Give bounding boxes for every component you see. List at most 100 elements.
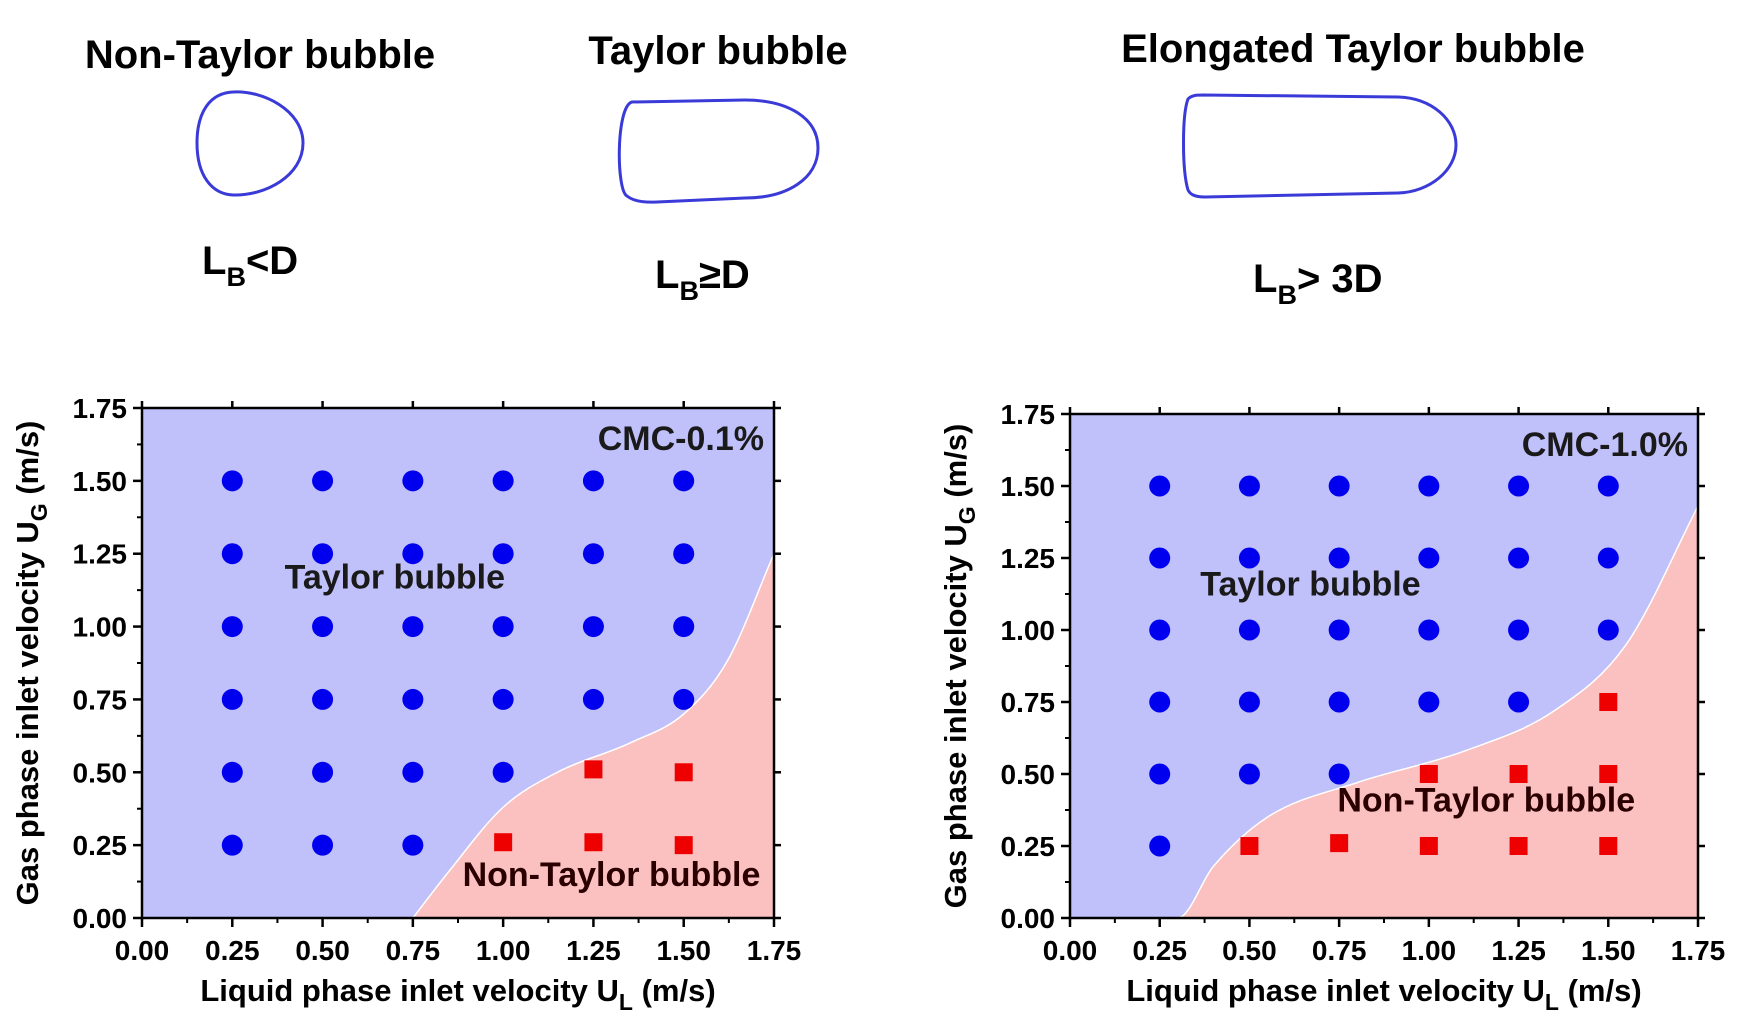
y-tick-label: 0.75: [73, 684, 128, 715]
non-taylor-bubble-point: [584, 760, 603, 779]
bubble-shapes-panel: Non-Taylor bubble Taylor bubble Elongate…: [85, 27, 1585, 310]
taylor-bubble-point: [221, 761, 243, 783]
y-axis-label: Gas phase inlet velocity UG (m/s): [938, 424, 980, 909]
non-taylor-bubble-point: [1419, 765, 1438, 783]
x-axis-label: Liquid phase inlet velocity UL (m/s): [200, 973, 715, 1013]
taylor-bubble-point: [221, 470, 243, 492]
taylor-bubble-point: [1418, 547, 1440, 569]
chart-annotation: CMC-1.0%: [1522, 426, 1688, 464]
x-tick-label: 0.50: [1222, 935, 1277, 966]
y-tick-label: 1.25: [73, 539, 128, 570]
non-taylor-bubble-point: [1599, 837, 1618, 855]
bubble-condition-non-taylor: LB<D: [202, 239, 298, 292]
x-tick-label: 0.00: [115, 935, 170, 966]
markers-layer: [221, 470, 695, 856]
taylor-bubble-point: [1418, 691, 1440, 713]
taylor-bubble-point: [673, 688, 695, 710]
taylor-bubble-point: [1597, 547, 1619, 569]
y-tick-label: 0.75: [1001, 687, 1056, 718]
taylor-bubble-point: [1238, 475, 1260, 497]
taylor-bubble-point: [402, 761, 424, 783]
x-tick-label: 1.75: [747, 935, 802, 966]
taylor-bubble-point: [312, 470, 334, 492]
chart-annotation: CMC-0.1%: [598, 420, 764, 458]
x-tick-label: 1.25: [566, 935, 621, 966]
bubble-condition-elongated: LB> 3D: [1253, 257, 1383, 310]
taylor-bubble-point: [221, 616, 243, 638]
non-taylor-bubble-point: [1599, 693, 1618, 711]
taylor-bubble-point: [582, 616, 604, 638]
x-axis-label: Liquid phase inlet velocity UL (m/s): [1126, 973, 1641, 1013]
taylor-bubble-point: [1328, 475, 1350, 497]
x-tick-label: 1.00: [1402, 935, 1457, 966]
y-tick-label: 1.75: [73, 393, 128, 424]
non-taylor-bubble-point: [1509, 765, 1528, 783]
taylor-bubble-point: [1149, 619, 1171, 641]
taylor-bubble-point: [1238, 619, 1260, 641]
regime-boundary-line: [412, 553, 775, 919]
y-tick-label: 0.50: [1001, 759, 1056, 790]
x-tick-label: 1.50: [1581, 935, 1636, 966]
taylor-bubble-point: [1508, 619, 1530, 641]
taylor-bubble-point: [582, 688, 604, 710]
non-taylor-bubble-point: [1419, 837, 1438, 855]
taylor-bubble-point: [673, 616, 695, 638]
taylor-bubble-point: [312, 761, 334, 783]
bubble-title-elongated: Elongated Taylor bubble: [1121, 27, 1585, 71]
taylor-bubble-point: [1328, 547, 1350, 569]
taylor-bubble-point: [1418, 619, 1440, 641]
axes-layer: 0.000.00 0.25 0.25 0.50 0.50 0.75 0.75 1.00 1.00…: [1001, 399, 1726, 966]
non-taylor-bubble-point: [494, 833, 513, 852]
taylor-bubble-point: [492, 543, 514, 565]
taylor-bubble-point: [312, 688, 334, 710]
taylor-bubble-point: [673, 543, 695, 565]
taylor-bubble-point: [1597, 619, 1619, 641]
x-tick-label: 0.50: [295, 935, 350, 966]
x-tick-label: 1.25: [1491, 935, 1546, 966]
taylor-bubble-point: [1328, 619, 1350, 641]
bubble-title-non-taylor: Non-Taylor bubble: [85, 33, 435, 77]
region-label-taylor: Taylor bubble: [285, 559, 505, 597]
taylor-bubble-point: [402, 470, 424, 492]
y-tick-label: 1.25: [1001, 543, 1056, 574]
taylor-bubble-point: [1149, 691, 1171, 713]
y-tick-label: 1.00: [73, 612, 128, 643]
taylor-bubble-point: [1149, 763, 1171, 785]
taylor-bubble-point: [402, 688, 424, 710]
y-tick-label: 1.50: [1001, 471, 1056, 502]
x-tick-label: 1.50: [656, 935, 711, 966]
taylor-bubble-point: [582, 543, 604, 565]
taylor-bubble-outline: [617, 98, 820, 204]
regions-layer: [1070, 414, 1699, 919]
bubble-condition-taylor: LB≥D: [655, 253, 750, 306]
flow-map-chart-cmc-1-0: 0.000.00 0.25 0.25 0.50 0.50 0.75 0.75 1.00 1.00…: [938, 399, 1726, 1015]
taylor-bubble-point: [582, 470, 604, 492]
taylor-bubble-point: [312, 834, 334, 856]
taylor-bubble-point: [221, 834, 243, 856]
taylor-bubble-point: [402, 543, 424, 565]
taylor-bubble-point: [492, 616, 514, 638]
taylor-bubble-point: [1508, 691, 1530, 713]
non-taylor-bubble-outline: [195, 90, 305, 197]
non-taylor-bubble-point: [674, 763, 693, 782]
non-taylor-bubble-point: [1240, 837, 1259, 855]
taylor-bubble-point: [1508, 475, 1530, 497]
taylor-bubble-point: [1238, 547, 1260, 569]
non-taylor-region: [1070, 506, 1698, 918]
y-tick-label: 1.75: [1001, 399, 1056, 430]
non-taylor-bubble-point: [584, 833, 603, 852]
taylor-bubble-point: [1149, 475, 1171, 497]
taylor-bubble-point: [402, 834, 424, 856]
y-tick-label: 0.00: [73, 903, 128, 934]
regions-layer: [142, 408, 775, 919]
y-tick-label: 0.50: [73, 757, 128, 788]
y-axis-label: Gas phase inlet velocity UG (m/s): [10, 421, 52, 906]
bubble-title-taylor: Taylor bubble: [588, 29, 847, 73]
y-tick-label: 0.00: [1001, 903, 1056, 934]
taylor-bubble-point: [492, 761, 514, 783]
taylor-bubble-point: [1328, 691, 1350, 713]
region-label-non-taylor: Non-Taylor bubble: [1337, 781, 1635, 819]
taylor-bubble-point: [1149, 547, 1171, 569]
y-tick-label: 1.00: [1001, 615, 1056, 646]
region-label-non-taylor: Non-Taylor bubble: [463, 856, 761, 894]
